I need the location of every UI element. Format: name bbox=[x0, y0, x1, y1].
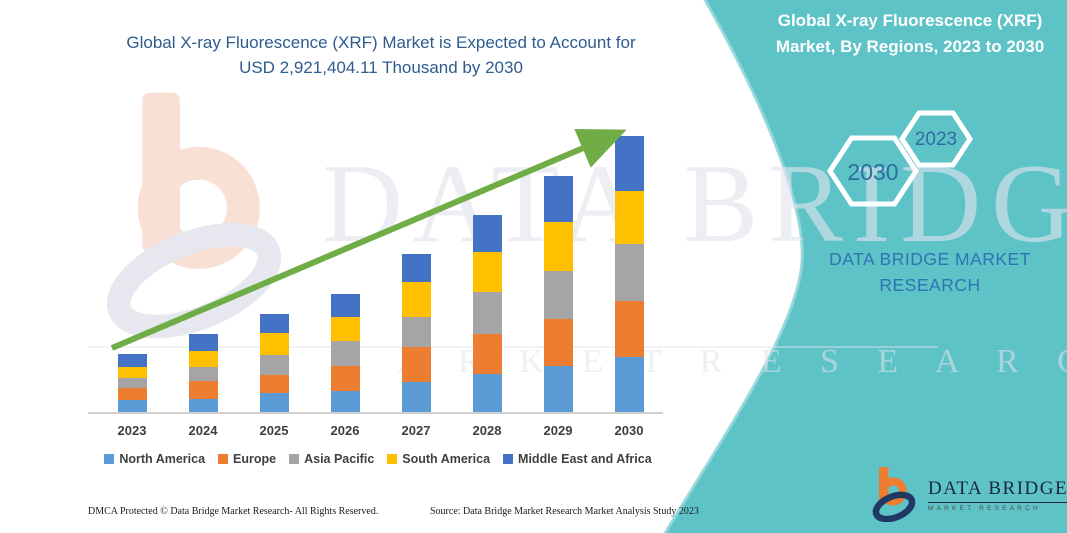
x-axis-label-2029: 2029 bbox=[543, 423, 573, 438]
legend-swatch-asia-pacific bbox=[289, 454, 300, 464]
footer-dmca-text: DMCA Protected © Data Bridge Market Rese… bbox=[88, 506, 379, 517]
bar-2028-middle-east-and-africa bbox=[472, 215, 502, 252]
bar-2023-asia-pacific bbox=[117, 378, 147, 388]
panel-title: Global X-ray Fluorescence (XRF) Market, … bbox=[775, 11, 1045, 56]
bar-2025-north-america bbox=[259, 393, 289, 412]
logo-name-text: DATA BRIDGE bbox=[928, 478, 1067, 503]
brand-name-line1: DATA BRIDGE MARKET bbox=[829, 249, 1031, 269]
legend-label-north-america: North America bbox=[119, 452, 206, 466]
bar-2028-north-america bbox=[472, 374, 502, 412]
legend-item-europe: Europe bbox=[218, 452, 276, 466]
bar-2030-north-america bbox=[614, 357, 644, 412]
legend-item-asia-pacific: Asia Pacific bbox=[289, 452, 374, 466]
logo-tagline-text: MARKET RESEARCH bbox=[928, 505, 1041, 512]
bar-2030-south-america bbox=[614, 191, 644, 244]
chart-title: Global X-ray Fluorescence (XRF) Market i… bbox=[90, 30, 672, 80]
brand-name-line2: RESEARCH bbox=[879, 275, 981, 295]
watermark-logo-b-icon bbox=[106, 92, 282, 339]
bar-2023-south-america bbox=[117, 367, 147, 378]
bar-2029-asia-pacific bbox=[543, 271, 573, 319]
legend-label-europe: Europe bbox=[233, 452, 277, 466]
legend-label-middle-east-and-africa: Middle East and Africa bbox=[518, 452, 652, 466]
hexagon-year-2030: 2030 bbox=[847, 159, 899, 185]
bar-2024-asia-pacific bbox=[188, 367, 218, 381]
x-axis-label-2028: 2028 bbox=[472, 423, 502, 438]
bar-2023-middle-east-and-africa bbox=[117, 354, 147, 367]
legend-swatch-europe bbox=[218, 454, 229, 464]
bar-2028-south-america bbox=[472, 252, 502, 292]
bar-2026-north-america bbox=[330, 391, 360, 412]
bar-2028-europe bbox=[472, 334, 502, 374]
hexagon-year-2023: 2023 bbox=[914, 129, 958, 150]
bar-2025-south-america bbox=[259, 333, 289, 355]
bar-2030-asia-pacific bbox=[614, 244, 644, 301]
legend-item-south-america: South America bbox=[387, 452, 490, 466]
bar-2025-asia-pacific bbox=[259, 355, 289, 375]
bar-2027-europe bbox=[401, 347, 431, 382]
bar-2025-middle-east-and-africa bbox=[259, 314, 289, 333]
bar-2025-europe bbox=[259, 375, 289, 393]
x-axis-line bbox=[88, 412, 663, 414]
watermark-big-text: DATA BRIDGE bbox=[322, 142, 1067, 266]
brand-name-text: DATA BRIDGE MARKET RESEARCH bbox=[800, 246, 1060, 298]
x-axis-label-2027: 2027 bbox=[401, 423, 431, 438]
logo-wordmark: DATA BRIDGE MARKET RESEARCH bbox=[928, 478, 1067, 512]
bar-2027-middle-east-and-africa bbox=[401, 254, 431, 282]
x-axis-label-2024: 2024 bbox=[188, 423, 218, 438]
data-bridge-logo-icon bbox=[872, 467, 916, 522]
chart-title-line2: USD 2,921,404.11 Thousand by 2030 bbox=[239, 58, 523, 77]
bar-2026-middle-east-and-africa bbox=[330, 294, 360, 317]
bar-2027-south-america bbox=[401, 282, 431, 317]
x-axis-label-2030: 2030 bbox=[614, 423, 644, 438]
bar-2029-north-america bbox=[543, 366, 573, 412]
bar-2030-europe bbox=[614, 301, 644, 357]
legend-swatch-north-america bbox=[104, 454, 115, 464]
bar-2024-north-america bbox=[188, 399, 218, 412]
legend-label-south-america: South America bbox=[402, 452, 491, 466]
legend-item-north-america: North America bbox=[104, 452, 205, 466]
legend-swatch-middle-east-and-africa bbox=[503, 454, 514, 464]
x-axis-label-2026: 2026 bbox=[330, 423, 360, 438]
teal-swoosh-edge-highlight bbox=[663, 0, 804, 533]
bar-2029-south-america bbox=[543, 222, 573, 271]
bar-2028-asia-pacific bbox=[472, 292, 502, 334]
bar-2029-middle-east-and-africa bbox=[543, 176, 573, 222]
bar-2026-europe bbox=[330, 366, 360, 391]
bar-2024-europe bbox=[188, 381, 218, 399]
x-axis-label-2025: 2025 bbox=[259, 423, 289, 438]
chart-title-line1: Global X-ray Fluorescence (XRF) Market i… bbox=[126, 33, 636, 52]
bar-2023-europe bbox=[117, 388, 147, 400]
footer-source-text: Source: Data Bridge Market Research Mark… bbox=[430, 506, 699, 517]
bar-2026-asia-pacific bbox=[330, 341, 360, 366]
legend-label-asia-pacific: Asia Pacific bbox=[304, 452, 375, 466]
bar-2024-south-america bbox=[188, 351, 218, 367]
bar-2027-north-america bbox=[401, 382, 431, 412]
bar-2024-middle-east-and-africa bbox=[188, 334, 218, 351]
legend-item-middle-east-and-africa: Middle East and Africa bbox=[503, 452, 652, 466]
bar-2029-europe bbox=[543, 319, 573, 366]
bar-2030-middle-east-and-africa bbox=[614, 136, 644, 191]
chart-legend: North America Europe Asia Pacific South Ame… bbox=[86, 452, 670, 466]
watermark-sub-text: M A R K E T R E S E A R C H bbox=[330, 343, 1067, 380]
bar-2023-north-america bbox=[117, 400, 147, 412]
legend-swatch-south-america bbox=[387, 454, 398, 464]
x-axis-label-2023: 2023 bbox=[117, 423, 147, 438]
bar-2027-asia-pacific bbox=[401, 317, 431, 347]
bar-2026-south-america bbox=[330, 317, 360, 341]
